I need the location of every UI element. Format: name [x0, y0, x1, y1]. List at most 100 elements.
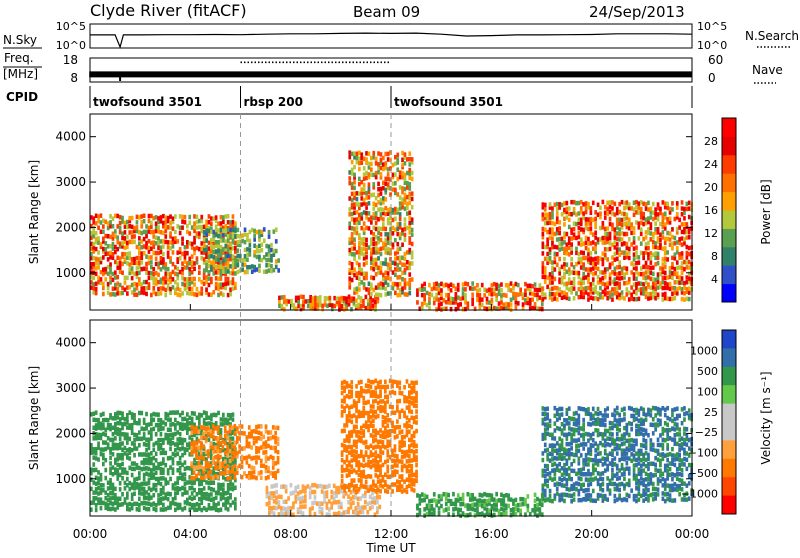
heatmap-cell	[599, 292, 602, 297]
heatmap-cell	[272, 446, 275, 451]
heatmap-cell	[360, 180, 363, 185]
heatmap-cell	[542, 451, 545, 456]
heatmap-cell	[241, 267, 244, 272]
heatmap-cell	[133, 234, 136, 239]
heatmap-cell	[597, 260, 600, 265]
heatmap-cell	[527, 297, 530, 302]
heatmap-cell	[302, 295, 305, 300]
heatmap-cell	[191, 497, 194, 502]
heatmap-cell	[164, 220, 167, 225]
heatmap-cell	[275, 496, 278, 501]
heatmap-cell	[353, 243, 356, 248]
heatmap-cell	[225, 244, 228, 249]
heatmap-cell	[258, 424, 261, 429]
heatmap-cell	[167, 267, 170, 272]
heatmap-cell	[321, 507, 324, 512]
heatmap-cell	[121, 432, 124, 437]
heatmap-cell	[570, 270, 573, 275]
heatmap-cell	[377, 231, 380, 236]
heatmap-cell	[445, 492, 448, 497]
heatmap-cell	[505, 293, 508, 298]
heatmap-cell	[176, 480, 179, 485]
heatmap-cell	[491, 497, 494, 502]
heatmap-cell	[155, 271, 158, 276]
heatmap-cell	[568, 297, 571, 302]
heatmap-cell	[406, 396, 409, 401]
heatmap-cell	[443, 283, 446, 288]
heatmap-cell	[157, 418, 160, 423]
heatmap-cell	[495, 293, 498, 298]
heatmap-cell	[155, 241, 158, 246]
heatmap-cell	[375, 272, 378, 277]
heatmap-cell	[274, 436, 277, 441]
heatmap-cell	[507, 493, 510, 498]
heatmap-cell	[462, 497, 465, 502]
heatmap-cell	[121, 231, 124, 236]
heatmap-cell	[611, 280, 614, 285]
heatmap-cell	[275, 259, 278, 264]
heatmap-cell	[457, 283, 460, 288]
heatmap-cell	[236, 436, 239, 441]
heatmap-cell	[654, 278, 657, 283]
heatmap-cell	[380, 261, 383, 266]
heatmap-cell	[659, 281, 662, 286]
heatmap-cell	[278, 500, 281, 505]
heatmap-cell	[268, 501, 271, 506]
heatmap-cell	[208, 259, 211, 264]
heatmap-cell	[164, 492, 167, 497]
heatmap-cell	[410, 449, 413, 454]
heatmap-cell	[356, 217, 359, 222]
heatmap-cell	[102, 432, 105, 437]
heatmap-cell	[258, 264, 261, 269]
heatmap-cell	[378, 495, 381, 500]
heatmap-cell	[172, 270, 175, 275]
heatmap-cell	[164, 280, 167, 285]
heatmap-cell	[104, 247, 107, 252]
heatmap-cell	[140, 452, 143, 457]
heatmap-cell	[232, 234, 235, 239]
heatmap-cell	[415, 420, 418, 425]
heatmap-cell	[563, 231, 566, 236]
heatmap-cell	[145, 448, 148, 453]
heatmap-cell	[341, 404, 344, 409]
heatmap-cell	[375, 157, 378, 162]
heatmap-cell	[406, 421, 409, 426]
heatmap-cell	[376, 506, 379, 511]
heatmap-cell	[95, 432, 98, 437]
heatmap-cell	[97, 261, 100, 266]
heatmap-cell	[119, 463, 122, 468]
heatmap-cell	[551, 227, 554, 232]
heatmap-cell	[292, 501, 295, 506]
heatmap-cell	[231, 456, 234, 461]
heatmap-cell	[374, 455, 377, 460]
heatmap-cell	[355, 298, 358, 303]
heatmap-cell	[602, 290, 605, 295]
heatmap-cell	[351, 232, 354, 237]
heatmap-cell	[554, 296, 557, 301]
heatmap-cell	[104, 502, 107, 507]
heatmap-cell	[119, 487, 122, 492]
heatmap-cell	[213, 230, 216, 235]
heatmap-cell	[360, 247, 363, 252]
heatmap-cell	[241, 475, 244, 480]
heatmap-cell	[592, 201, 595, 206]
heatmap-cell	[440, 293, 443, 298]
heatmap-cell	[558, 293, 561, 298]
heatmap-cell	[351, 252, 354, 257]
heatmap-cell	[578, 271, 581, 276]
heatmap-cell	[128, 262, 131, 267]
heatmap-cell	[404, 268, 407, 273]
heatmap-cell	[623, 266, 626, 271]
heatmap-cell	[100, 497, 103, 502]
heatmap-cell	[358, 213, 361, 218]
heatmap-cell	[150, 495, 153, 500]
heatmap-cell	[681, 276, 684, 281]
heatmap-cell	[394, 291, 397, 296]
heatmap-cell	[273, 491, 276, 496]
heatmap-cell	[350, 390, 353, 395]
heatmap-cell	[162, 265, 165, 270]
heatmap-cell	[186, 240, 189, 245]
heatmap-cell	[554, 468, 557, 473]
heatmap-cell	[249, 243, 252, 248]
heatmap-cell	[517, 292, 520, 297]
